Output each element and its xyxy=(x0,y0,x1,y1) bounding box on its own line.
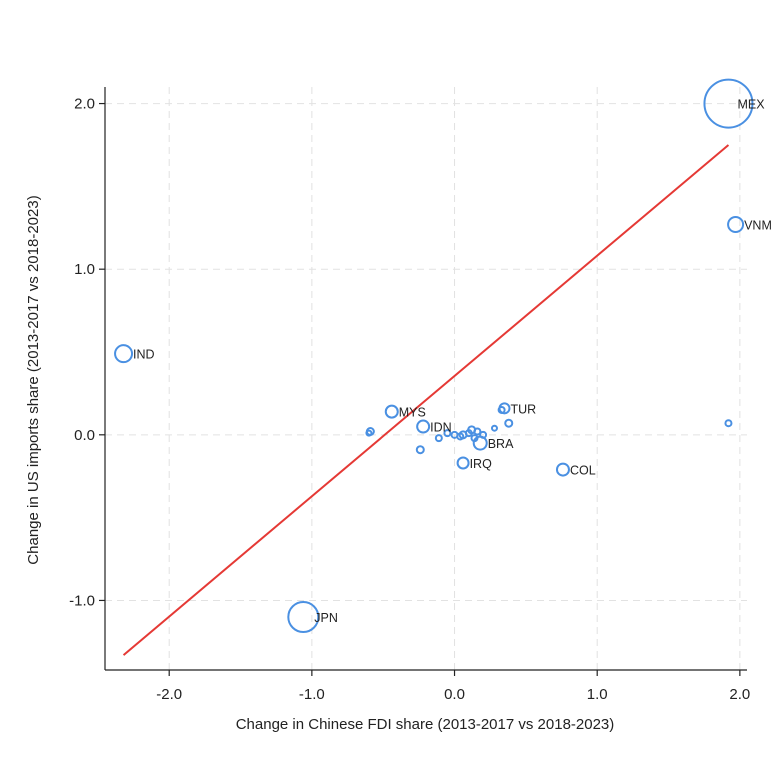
data-point xyxy=(504,418,514,428)
point-label-jpn: JPN xyxy=(314,611,338,625)
x-axis-title: Change in Chinese FDI share (2013-2017 v… xyxy=(236,716,615,733)
data-point xyxy=(470,434,479,443)
data-point-ind xyxy=(114,344,134,364)
y-tick-label: 0.0 xyxy=(74,427,95,444)
fit-line xyxy=(122,144,730,656)
fit-line-layer xyxy=(122,144,730,656)
y-tick-label: -1.0 xyxy=(69,592,95,609)
point-label-mex: MEX xyxy=(737,98,765,112)
point-label-bra: BRA xyxy=(488,437,514,451)
data-point xyxy=(415,445,425,455)
x-tick-label: -2.0 xyxy=(156,686,182,703)
data-point xyxy=(443,429,452,438)
point-label-irq: IRQ xyxy=(470,457,493,471)
data-point xyxy=(497,405,506,414)
points-layer xyxy=(114,78,754,633)
data-point-vnm xyxy=(727,215,745,233)
point-label-col: COL xyxy=(570,464,596,478)
data-point xyxy=(473,427,482,436)
grid xyxy=(105,87,747,670)
point-label-tur: TUR xyxy=(510,402,536,416)
data-point xyxy=(490,424,498,432)
data-point-idn xyxy=(416,419,431,434)
point-label-mys: MYS xyxy=(399,406,426,420)
point-label-vnm: VNM xyxy=(744,218,772,232)
data-point xyxy=(724,419,733,428)
y-tick-label: 2.0 xyxy=(74,96,95,113)
data-point-bra xyxy=(472,435,488,451)
data-point-col xyxy=(555,462,570,477)
data-point xyxy=(434,434,443,443)
data-point-mys xyxy=(384,404,399,419)
data-point-jpn xyxy=(287,601,320,633)
data-point xyxy=(365,429,373,437)
point-labels-layer: MEX VNM IND JPN MYS IDN TUR BRA IRQ COL xyxy=(133,98,772,625)
x-tick-label: -1.0 xyxy=(299,686,325,703)
data-point-irq xyxy=(456,456,470,470)
point-label-ind: IND xyxy=(133,348,155,362)
y-tick-label: 1.0 xyxy=(74,261,95,278)
data-point-mex xyxy=(703,78,754,129)
axes: -2.0 -1.0 0.0 1.0 2.0 -1.0 0.0 1.0 2.0 xyxy=(69,87,750,703)
data-point xyxy=(479,430,488,439)
x-tick-label: 2.0 xyxy=(729,686,750,703)
x-tick-label: 1.0 xyxy=(587,686,608,703)
point-label-idn: IDN xyxy=(430,421,452,435)
x-tick-label: 0.0 xyxy=(444,686,465,703)
y-axis-title: Change in US imports share (2013-2017 vs… xyxy=(25,195,42,564)
